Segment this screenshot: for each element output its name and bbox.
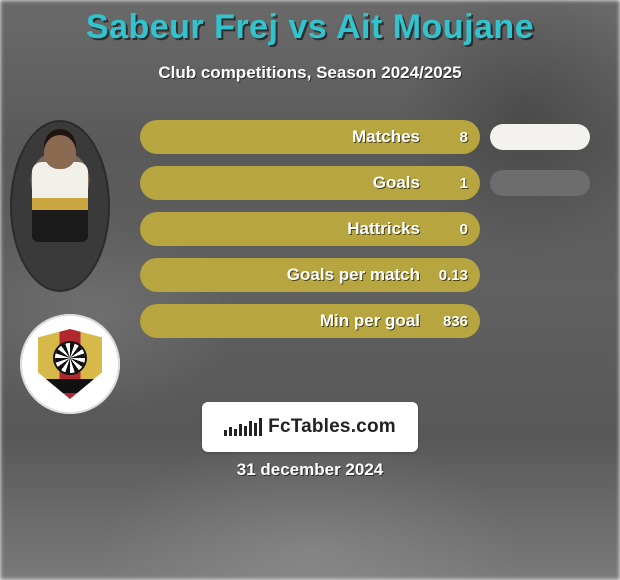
bar-label: Min per goal: [140, 304, 434, 338]
infographic-root: Sabeur Frej vs Ait Moujane Club competit…: [0, 0, 620, 580]
bar-value: 8: [428, 120, 468, 154]
comparison-pill: [490, 212, 610, 246]
fctables-brand: FcTables.com: [268, 416, 396, 438]
player-photo: [10, 120, 110, 292]
icon-bar: [249, 421, 252, 436]
stat-bars: Matches8Goals1Hattricks0Goals per match0…: [140, 120, 480, 350]
icon-bar: [239, 424, 242, 436]
club-badge: [20, 314, 120, 414]
comparison-pills: [490, 120, 610, 350]
icon-bar: [244, 426, 247, 436]
bar-label: Goals: [140, 166, 434, 200]
stat-row: Matches8: [140, 120, 480, 154]
fctables-badge: FcTables.com: [202, 402, 418, 452]
stat-row: Goals1: [140, 166, 480, 200]
stat-row: Goals per match0.13: [140, 258, 480, 292]
icon-bar: [259, 418, 262, 436]
bar-value: 0.13: [428, 258, 468, 292]
icon-bar: [254, 423, 257, 436]
icon-bar: [234, 429, 237, 436]
comparison-pill: [490, 304, 610, 338]
bar-value: 836: [428, 304, 468, 338]
page-title: Sabeur Frej vs Ait Moujane: [0, 0, 620, 47]
bar-value: 1: [428, 166, 468, 200]
stat-row: Hattricks0: [140, 212, 480, 246]
comparison-pill: [490, 258, 610, 292]
bar-value: 0: [428, 212, 468, 246]
comparison-pill: [490, 166, 610, 200]
bar-label: Goals per match: [140, 258, 434, 292]
icon-bar: [229, 427, 232, 436]
date-text: 31 december 2024: [0, 460, 620, 480]
pill-shape: [490, 170, 590, 196]
icon-bar: [224, 430, 227, 436]
player2-name: Ait Moujane: [336, 8, 534, 46]
player1-name: Sabeur Frej: [86, 8, 279, 46]
comparison-pill: [490, 120, 610, 154]
bar-chart-icon: [224, 418, 262, 436]
stat-row: Min per goal836: [140, 304, 480, 338]
vs-separator: vs: [288, 8, 336, 46]
bar-label: Hattricks: [140, 212, 434, 246]
subtitle: Club competitions, Season 2024/2025: [0, 63, 620, 83]
bar-label: Matches: [140, 120, 434, 154]
pill-shape: [490, 124, 590, 150]
club-shield-icon: [38, 329, 102, 399]
